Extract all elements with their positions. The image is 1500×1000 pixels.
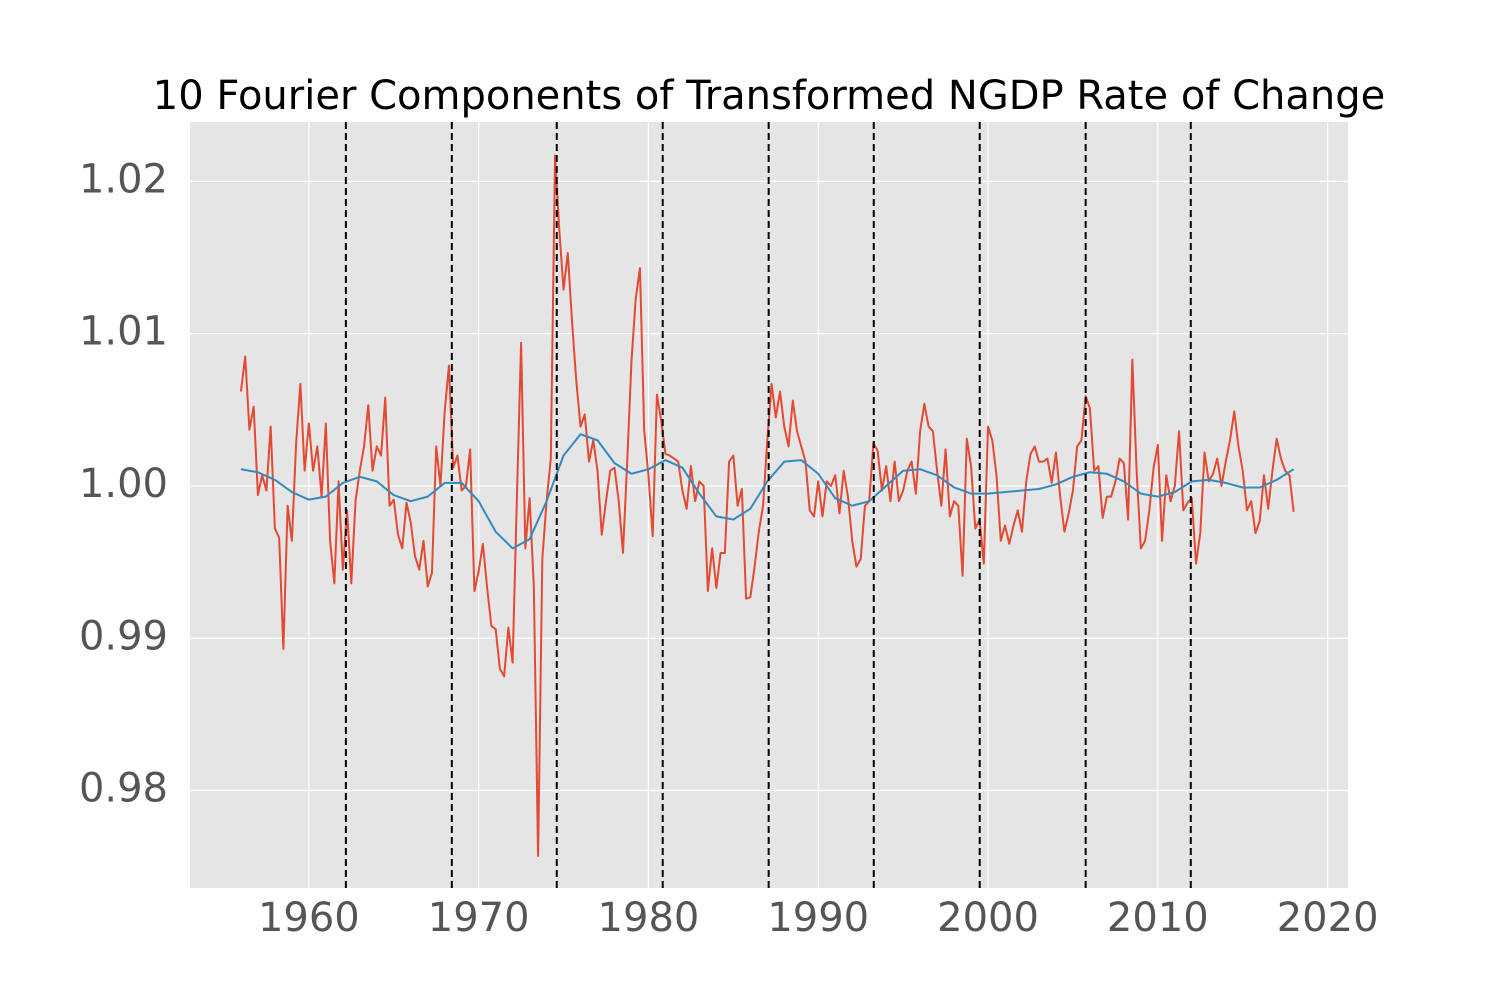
chart-title: 10 Fourier Components of Transformed NGD… bbox=[153, 73, 1385, 119]
x-tick-label: 2010 bbox=[1107, 895, 1209, 941]
y-tick-label: 1.01 bbox=[79, 309, 168, 355]
x-tick-label: 1960 bbox=[258, 895, 360, 941]
labels: 0.98 0.99 1.00 1.01 1.02 1960 1970 1980 1990 2000… bbox=[79, 156, 1379, 941]
y-tick-label: 1.00 bbox=[79, 461, 168, 507]
x-tick-label: 1990 bbox=[767, 895, 869, 941]
marks bbox=[239, 122, 1295, 888]
line-series bbox=[240, 433, 1295, 550]
x-tick-label: 2000 bbox=[937, 895, 1039, 941]
y-tick-label: 1.02 bbox=[79, 156, 168, 202]
x-tick-label: 2020 bbox=[1277, 895, 1379, 941]
x-tick-label: 1970 bbox=[428, 895, 530, 941]
line-series bbox=[239, 154, 1295, 858]
x-tick-label: 1980 bbox=[598, 895, 700, 941]
y-tick-label: 0.99 bbox=[79, 613, 168, 659]
y-tick-label: 0.98 bbox=[79, 766, 168, 812]
